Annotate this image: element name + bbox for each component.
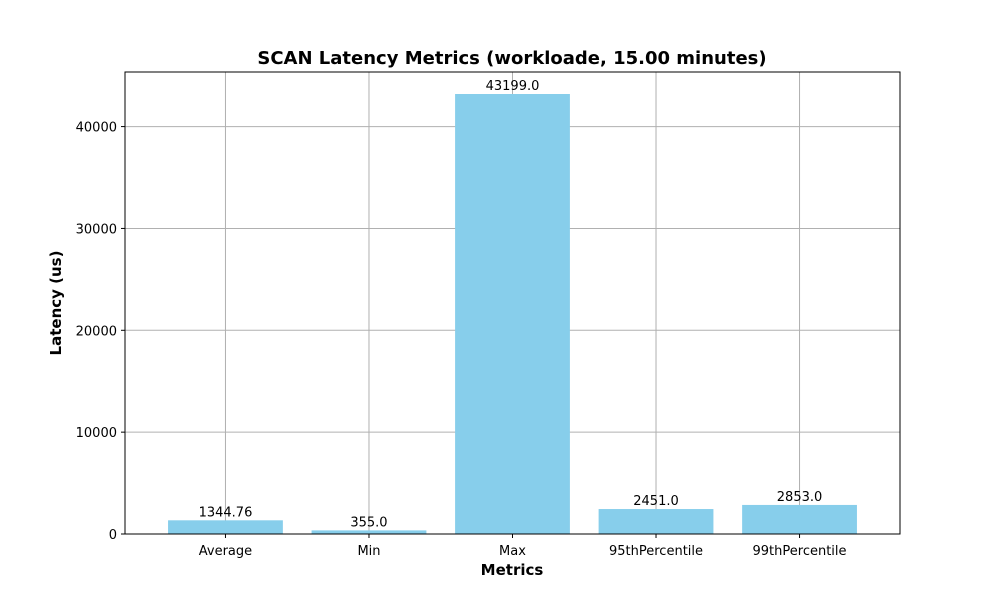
x-tick-label: Min xyxy=(357,544,380,559)
bar-value-label: 2451.0 xyxy=(633,494,679,509)
bars xyxy=(168,94,857,534)
x-tick-label: Max xyxy=(499,544,526,559)
bar-value-label: 2853.0 xyxy=(777,490,823,505)
bar-value-label: 355.0 xyxy=(350,515,387,530)
bar-95thpercentile xyxy=(598,509,714,534)
chart-title: SCAN Latency Metrics (workloade, 15.00 m… xyxy=(257,48,766,69)
bar-99thpercentile xyxy=(742,504,857,534)
y-tick-label: 20000 xyxy=(76,324,117,339)
bar-value-label: 1344.76 xyxy=(199,505,253,520)
x-tick-label: Average xyxy=(199,544,252,559)
y-tick-label: 30000 xyxy=(76,222,117,237)
bar-value-labels: 1344.76 355.0 43199.0 2451.0 2853.0 xyxy=(199,79,823,530)
y-axis-label: Latency (us) xyxy=(47,251,65,356)
bar-min xyxy=(311,530,427,534)
bar-max xyxy=(455,94,570,534)
y-axis-ticks: 0 10000 20000 30000 40000 xyxy=(76,121,125,543)
bar-average xyxy=(168,520,283,534)
x-tick-label: 99thPercentile xyxy=(753,544,847,559)
y-tick-label: 0 xyxy=(109,528,117,543)
y-tick-label: 10000 xyxy=(76,426,117,441)
x-axis-label: Metrics xyxy=(481,561,544,579)
y-tick-label: 40000 xyxy=(76,121,117,136)
x-axis-ticks: Average Min Max 95thPercentile 99thPercentil… xyxy=(199,534,847,559)
bar-value-label: 43199.0 xyxy=(486,79,540,94)
x-tick-label: 95thPercentile xyxy=(609,544,703,559)
